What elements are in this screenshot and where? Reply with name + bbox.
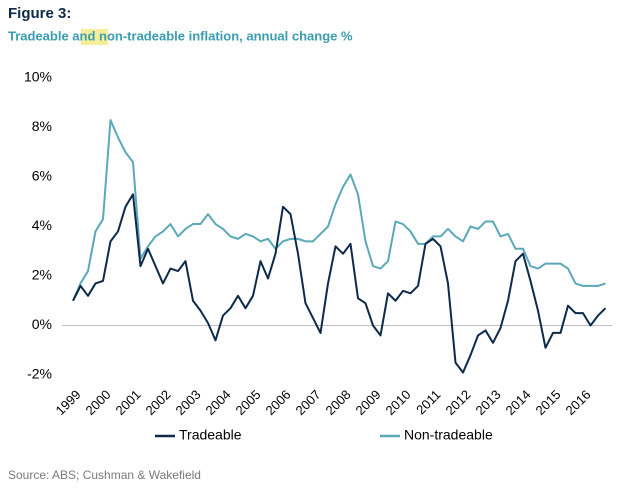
x-tick-label: 2002 bbox=[142, 387, 173, 418]
x-tick-label: 2016 bbox=[562, 387, 593, 418]
x-tick-label: 2008 bbox=[322, 387, 353, 418]
x-tick-label: 2005 bbox=[232, 387, 263, 418]
x-tick-label: 2015 bbox=[532, 387, 563, 418]
source: Source: ABS; Cushman & Wakefield bbox=[8, 468, 201, 482]
x-tick-label: 1999 bbox=[52, 387, 83, 418]
legend-label: Non-tradeable bbox=[404, 427, 493, 443]
y-tick-label: 0% bbox=[32, 316, 52, 332]
y-tick-label: -2% bbox=[27, 366, 52, 382]
y-tick-label: 6% bbox=[32, 168, 52, 184]
x-tick-label: 2001 bbox=[112, 387, 143, 418]
y-tick-label: 2% bbox=[32, 267, 52, 283]
chart-title: Figure 3: bbox=[8, 5, 71, 22]
chart-subtitle: Tradeable and non-tradeable inflation, a… bbox=[8, 28, 353, 43]
highlight bbox=[81, 29, 108, 45]
x-tick-label: 2013 bbox=[472, 387, 503, 418]
y-tick-label: 4% bbox=[32, 217, 52, 233]
legend-label: Tradeable bbox=[179, 427, 242, 443]
x-tick-label: 2000 bbox=[82, 387, 113, 418]
x-tick-label: 2007 bbox=[292, 387, 323, 418]
series-line bbox=[72, 193, 607, 374]
x-tick-label: 2010 bbox=[382, 387, 413, 418]
series-line bbox=[72, 119, 606, 302]
x-tick-label: 2006 bbox=[262, 387, 293, 418]
x-tick-label: 2014 bbox=[502, 387, 533, 418]
x-tick-label: 2003 bbox=[172, 387, 203, 418]
y-tick-label: 10% bbox=[24, 69, 52, 85]
y-tick-label: 8% bbox=[32, 118, 52, 134]
x-tick-label: 2004 bbox=[202, 387, 233, 418]
x-tick-label: 2011 bbox=[413, 387, 443, 417]
x-tick-label: 2009 bbox=[352, 387, 383, 418]
x-tick-label: 2012 bbox=[442, 387, 473, 418]
